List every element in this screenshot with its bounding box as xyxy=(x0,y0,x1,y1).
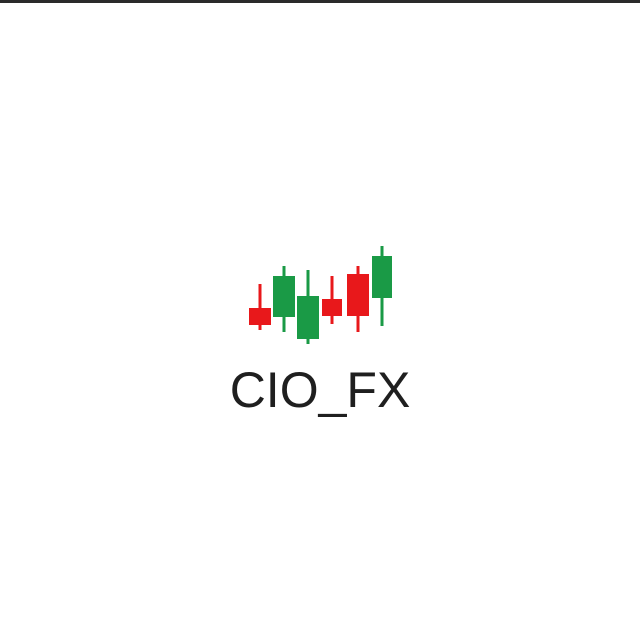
candle-2 xyxy=(273,266,295,332)
candle-1 xyxy=(249,284,271,330)
candle-6 xyxy=(372,246,392,326)
brand-wordmark: CIO_FX xyxy=(229,362,411,418)
top-border xyxy=(0,0,640,3)
candle-5 xyxy=(347,266,369,332)
candle-3 xyxy=(297,270,319,344)
candle-4 xyxy=(322,276,342,324)
candlestick-chart-icon xyxy=(249,246,392,344)
